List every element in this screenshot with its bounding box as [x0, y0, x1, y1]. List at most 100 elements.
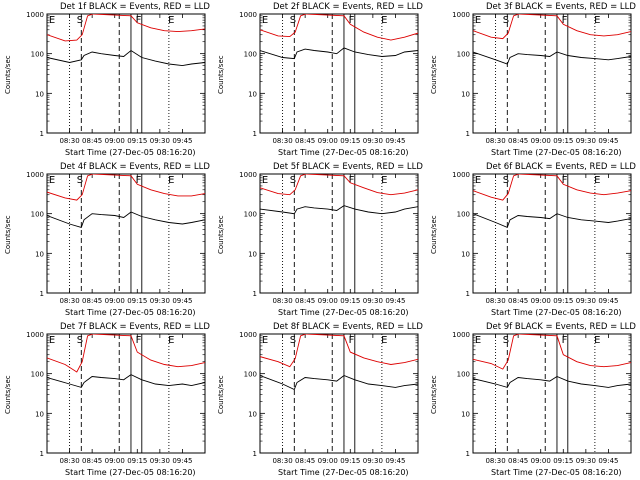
x-tick-label: 08:45	[82, 457, 102, 465]
chart-plot: 1 10 100 1000 08:30 08:45 09:00 09:15 09:30 09:45…	[239, 11, 419, 145]
event-marker-label: E	[49, 175, 55, 186]
series-group	[260, 334, 418, 391]
x-tick-label: 09:45	[598, 137, 618, 145]
x-axis-label: Start Time (27-Dec-05 08:16:20)	[65, 468, 196, 477]
y-tick-label: 1000	[26, 331, 44, 339]
x-tick-label: 09:15	[127, 457, 147, 465]
x-tick-label: 09:15	[553, 297, 573, 305]
lld-series-line	[260, 14, 418, 41]
chart-title: Det 4f BLACK = Events, RED = LLD	[60, 162, 210, 172]
y-tick-label: 10	[461, 90, 470, 98]
y-tick-label: 100	[244, 371, 257, 379]
x-tick-label: 08:45	[295, 137, 315, 145]
events-series-line	[473, 51, 631, 65]
event-marker-label: S	[77, 15, 83, 26]
x-tick-label: 09:00	[531, 297, 551, 305]
y-tick-label: 100	[244, 51, 257, 59]
x-tick-label: 09:30	[363, 457, 383, 465]
lld-series-line	[260, 334, 418, 368]
y-tick-label: 10	[461, 250, 470, 258]
detector-panel: Det 3f BLACK = Events, RED = LLD Counts/s…	[426, 0, 639, 160]
detector-panel: Det 2f BLACK = Events, RED = LLD Counts/s…	[213, 0, 426, 160]
x-tick-label: 09:15	[340, 297, 360, 305]
y-tick-label: 100	[31, 371, 44, 379]
x-axis-label: Start Time (27-Dec-05 08:16:20)	[491, 468, 622, 477]
x-tick-label: 09:30	[363, 297, 383, 305]
y-tick-label: 100	[244, 211, 257, 219]
chart-title: Det 8f BLACK = Events, RED = LLD	[273, 322, 423, 332]
x-tick-label: 08:30	[485, 137, 505, 145]
x-tick-label: 08:30	[59, 457, 79, 465]
event-marker-label: F	[136, 335, 142, 346]
chart-plot: 1 10 100 1000 08:30 08:45 09:00 09:15 09:30 09:45…	[26, 11, 206, 145]
event-marker-label: S	[77, 335, 83, 346]
detector-panel: Det 1f BLACK = Events, RED = LLD Counts/s…	[0, 0, 213, 160]
x-tick-label: 09:30	[150, 457, 170, 465]
series-group	[260, 174, 418, 215]
events-series-line	[47, 49, 205, 67]
x-tick-label: 09:15	[553, 457, 573, 465]
x-tick-label: 09:00	[531, 457, 551, 465]
x-tick-label: 08:45	[508, 137, 528, 145]
y-tick-label: 1	[40, 290, 44, 298]
lld-series-line	[473, 174, 631, 201]
x-tick-label: 08:45	[295, 457, 315, 465]
x-tick-label: 09:45	[385, 457, 405, 465]
x-tick-label: 09:00	[105, 297, 125, 305]
lld-series-line	[473, 14, 631, 40]
event-marker-label: E	[262, 175, 268, 186]
lld-series-line	[473, 334, 631, 370]
events-series-line	[473, 213, 631, 228]
y-tick-label: 1	[253, 130, 257, 138]
y-tick-label: 1000	[452, 171, 470, 179]
series-group	[47, 174, 205, 228]
x-axis-label: Start Time (27-Dec-05 08:16:20)	[278, 148, 409, 157]
y-tick-label: 10	[461, 410, 470, 418]
y-tick-label: 10	[35, 90, 44, 98]
event-marker-label: S	[290, 15, 296, 26]
y-tick-label: 1	[253, 450, 257, 458]
event-marker-label: F	[136, 15, 142, 26]
event-marker-label: F	[562, 15, 568, 26]
detector-panel: Det 7f BLACK = Events, RED = LLD Counts/s…	[0, 320, 213, 480]
x-tick-label: 09:45	[385, 297, 405, 305]
event-marker-label: F	[349, 335, 355, 346]
x-tick-label: 08:30	[485, 457, 505, 465]
y-tick-label: 1000	[452, 331, 470, 339]
x-tick-label: 09:15	[553, 137, 573, 145]
event-marker-label: E	[594, 175, 600, 186]
event-marker-label: F	[349, 175, 355, 186]
chart-plot: 1 10 100 1000 08:30 08:45 09:00 09:15 09:30 09:45…	[239, 171, 419, 305]
x-tick-label: 08:45	[82, 137, 102, 145]
x-tick-label: 08:30	[272, 457, 292, 465]
event-marker-label: E	[168, 175, 174, 186]
y-tick-label: 10	[35, 250, 44, 258]
plot-frame	[472, 13, 632, 134]
series-group	[47, 334, 205, 388]
y-tick-label: 1	[466, 290, 470, 298]
chart-title: Det 6f BLACK = Events, RED = LLD	[486, 162, 636, 172]
event-marker-label: F	[136, 175, 142, 186]
x-tick-label: 09:30	[576, 457, 596, 465]
y-tick-label: 1000	[239, 331, 257, 339]
y-tick-label: 100	[457, 371, 470, 379]
y-tick-label: 1	[253, 290, 257, 298]
x-tick-label: 09:00	[531, 137, 551, 145]
y-tick-label: 100	[457, 211, 470, 219]
x-tick-label: 08:30	[59, 137, 79, 145]
x-tick-label: 08:45	[508, 457, 528, 465]
event-marker-label: E	[381, 335, 387, 346]
x-tick-label: 09:30	[150, 137, 170, 145]
lld-series-line	[260, 174, 418, 196]
y-tick-label: 1000	[26, 171, 44, 179]
y-tick-label: 100	[31, 51, 44, 59]
x-tick-label: 09:45	[172, 137, 192, 145]
x-tick-label: 08:30	[272, 297, 292, 305]
plot-frame	[46, 13, 206, 134]
chart-title: Det 5f BLACK = Events, RED = LLD	[273, 162, 423, 172]
y-tick-label: 1000	[452, 11, 470, 19]
y-tick-label: 10	[248, 90, 257, 98]
x-axis-label: Start Time (27-Dec-05 08:16:20)	[491, 308, 622, 317]
detector-panel: Det 8f BLACK = Events, RED = LLD Counts/s…	[213, 320, 426, 480]
y-tick-label: 10	[35, 410, 44, 418]
